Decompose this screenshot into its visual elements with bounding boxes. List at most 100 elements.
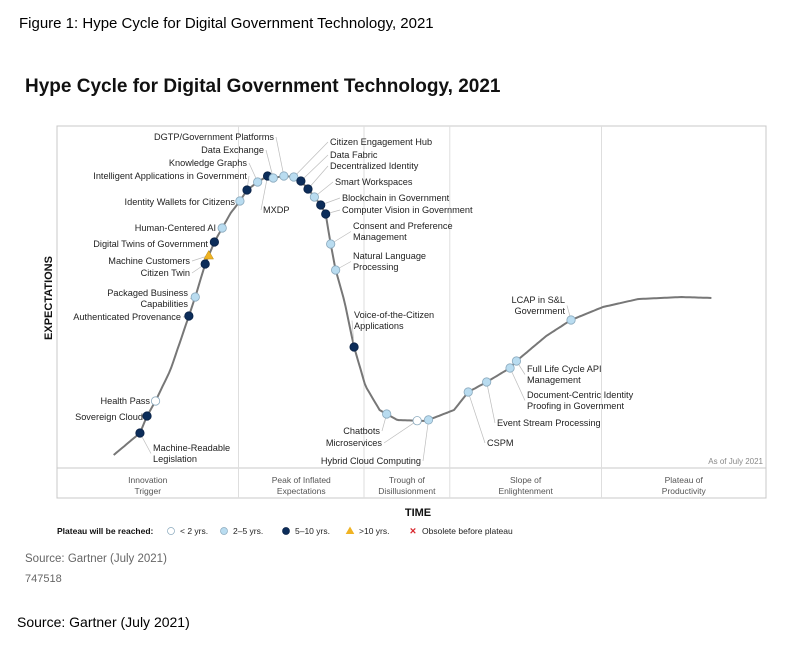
leader-line: [383, 420, 418, 444]
tech-marker: [203, 250, 214, 260]
legend-title: Plateau will be reached:: [57, 526, 154, 536]
chart-frame: [56, 125, 767, 499]
tech-marker: [423, 415, 434, 425]
figure-caption: Figure 1: Hype Cycle for Digital Governm…: [19, 15, 434, 32]
phase-label: Plateau of: [665, 475, 704, 485]
tech-label: DGTP/Government Platforms: [154, 132, 274, 142]
as-of-label: As of July 2021: [708, 457, 763, 466]
leader-line: [275, 136, 285, 177]
tech-marker: [209, 237, 219, 247]
tech-label: Document-Centric Identity: [527, 390, 634, 400]
tech-label: Chatbots: [343, 426, 380, 436]
tech-label: Government: [514, 306, 565, 316]
tech-marker: [349, 342, 359, 352]
tech-label: Full Life Cycle API: [527, 364, 602, 374]
leader-line: [265, 149, 274, 179]
tech-label: Event Stream Processing: [497, 418, 601, 428]
tech-label: Sovereign Cloud: [75, 412, 143, 422]
legend-label: < 2 yrs.: [180, 526, 208, 536]
tech-label: Human-Centered AI: [135, 223, 216, 233]
tech-marker: [331, 265, 341, 275]
tech-marker: [412, 416, 422, 426]
axes: EXPECTATIONS TIME As of July 2021: [43, 256, 764, 519]
tech-marker: [200, 259, 210, 269]
legend-marker: [167, 527, 175, 535]
tech-marker: [217, 223, 227, 233]
technology-markers: [135, 171, 576, 438]
tech-label: Consent and Preference: [353, 221, 453, 231]
tech-marker: [309, 192, 319, 202]
tech-marker: [303, 184, 313, 194]
x-axis-label: TIME: [405, 507, 431, 519]
phase-label: Trigger: [134, 486, 161, 496]
tech-marker: [505, 363, 515, 373]
tech-marker: [326, 239, 336, 249]
leader-line: [486, 381, 496, 424]
tech-label: Computer Vision in Government: [342, 205, 473, 215]
tech-label: Legislation: [153, 454, 197, 464]
tech-marker: [135, 428, 145, 438]
tech-label: Authenticated Provenance: [73, 312, 181, 322]
leader-line: [300, 154, 329, 182]
tech-marker: [279, 171, 289, 181]
tech-marker: [566, 315, 576, 325]
tech-label: Microservices: [326, 438, 383, 448]
tech-label: Decentralized Identity: [330, 161, 419, 171]
phase-label: Productivity: [662, 486, 707, 496]
phase-label: Expectations: [277, 486, 326, 496]
tech-label: Data Exchange: [201, 145, 264, 155]
tech-marker: [482, 377, 492, 387]
legend-marker: [345, 526, 355, 534]
tech-marker: [268, 173, 278, 183]
phase-label: Slope of: [510, 475, 542, 485]
tech-label: Hybrid Cloud Computing: [321, 456, 421, 466]
tech-label: Smart Workspaces: [335, 177, 413, 187]
tech-label: Natural Language: [353, 251, 426, 261]
tech-label: Packaged Business: [107, 288, 188, 298]
tech-label: CSPM: [487, 438, 514, 448]
tech-label: Management: [353, 232, 407, 242]
legend-label: 2–5 yrs.: [233, 526, 263, 536]
y-axis-label: EXPECTATIONS: [43, 256, 55, 340]
leader-line: [307, 165, 329, 190]
tech-marker: [184, 311, 194, 321]
tech-label: Blockchain in Government: [342, 193, 450, 203]
tech-label: Applications: [354, 321, 404, 331]
tech-marker: [142, 411, 152, 421]
tech-marker: [242, 185, 252, 195]
tech-marker: [190, 292, 200, 302]
tech-marker: [296, 176, 306, 186]
tech-label: MXDP: [263, 205, 290, 215]
tech-label: Voice-of-the-Citizen: [354, 310, 434, 320]
phase-label: Trough of: [389, 475, 426, 485]
footer-source: Source: Gartner (July 2021): [17, 614, 190, 630]
tech-marker: [316, 200, 326, 210]
tech-label: Knowledge Graphs: [169, 158, 248, 168]
tech-marker: [150, 396, 161, 406]
tech-marker: [253, 177, 263, 187]
legend-label: 5–10 yrs.: [295, 526, 330, 536]
tech-label: Management: [527, 375, 581, 385]
tech-label: LCAP in S&L: [512, 295, 565, 305]
tech-marker: [235, 196, 245, 206]
legend: Plateau will be reached: < 2 yrs. 2–5 yrs.…: [57, 526, 513, 538]
tech-label: Machine Customers: [108, 256, 190, 266]
tech-label: Identity Wallets for Citizens: [125, 197, 236, 207]
tech-label: Proofing in Government: [527, 401, 624, 411]
tech-label: Digital Twins of Government: [93, 239, 208, 249]
leader-line: [509, 367, 526, 401]
phase-label: Innovation: [128, 475, 167, 485]
tech-marker: [382, 409, 392, 419]
tech-label: Citizen Twin: [141, 268, 190, 278]
legend-label: Obsolete before plateau: [422, 526, 513, 536]
tech-label: Capabilities: [141, 299, 189, 309]
tech-label: Machine-Readable: [153, 443, 230, 453]
tech-marker: [321, 209, 331, 219]
legend-marker: [282, 527, 290, 535]
phase-label: Enlightenment: [498, 486, 553, 496]
leader-line: [467, 391, 486, 444]
legend-marker: ×: [410, 526, 416, 538]
